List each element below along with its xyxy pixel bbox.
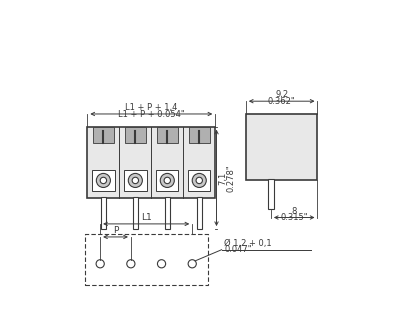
Circle shape	[160, 173, 174, 188]
Bar	[133, 197, 138, 229]
Text: 8: 8	[292, 207, 297, 216]
Bar	[156, 170, 178, 191]
Bar	[101, 197, 106, 229]
Text: 0.047": 0.047"	[224, 245, 252, 254]
Bar	[88, 127, 215, 198]
Bar	[268, 179, 274, 208]
Text: 0.278": 0.278"	[226, 164, 235, 192]
Text: P: P	[113, 226, 118, 235]
Circle shape	[192, 173, 206, 188]
Circle shape	[127, 260, 135, 268]
Bar	[85, 234, 208, 285]
Circle shape	[132, 177, 138, 184]
Circle shape	[164, 177, 170, 184]
Bar	[189, 127, 210, 142]
Text: 9,2: 9,2	[275, 90, 288, 99]
Bar	[197, 197, 202, 229]
Text: 7,1: 7,1	[218, 171, 228, 185]
Bar	[188, 170, 210, 191]
Bar	[125, 127, 146, 142]
Bar	[246, 114, 318, 180]
Circle shape	[96, 260, 104, 268]
Bar	[93, 127, 114, 142]
Circle shape	[188, 260, 196, 268]
Bar	[157, 127, 178, 142]
Text: L1: L1	[141, 213, 152, 222]
Circle shape	[96, 173, 110, 188]
Text: L1 + P + 1,4: L1 + P + 1,4	[125, 103, 178, 112]
Text: 0.362": 0.362"	[268, 97, 296, 106]
Bar	[124, 170, 146, 191]
Text: 0.315": 0.315"	[280, 213, 308, 222]
Bar	[92, 170, 114, 191]
Circle shape	[196, 177, 202, 184]
Text: Ø 1,2 + 0,1: Ø 1,2 + 0,1	[224, 239, 272, 248]
Circle shape	[158, 260, 166, 268]
Text: L1 + P + 0.054": L1 + P + 0.054"	[118, 110, 185, 119]
Circle shape	[128, 173, 142, 188]
Circle shape	[100, 177, 106, 184]
Bar	[165, 197, 170, 229]
